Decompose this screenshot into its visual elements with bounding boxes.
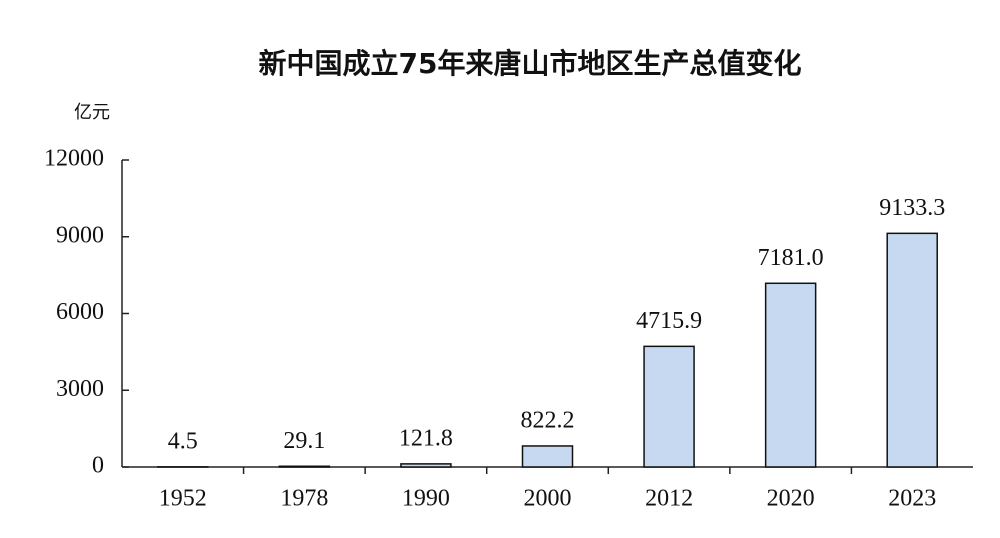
value-label: 4.5 (168, 428, 198, 454)
x-tick-label: 2012 (645, 486, 693, 512)
x-tick-label: 2023 (888, 486, 936, 512)
value-label: 121.8 (399, 425, 453, 451)
y-tick-label: 12000 (44, 146, 104, 172)
value-label: 9133.3 (879, 195, 945, 221)
value-label: 7181.0 (758, 245, 824, 271)
value-label: 4715.9 (636, 308, 702, 334)
value-label: 29.1 (283, 428, 325, 454)
bar (278, 465, 331, 468)
y-tick-label: 0 (92, 453, 104, 479)
bar (764, 282, 817, 468)
bar (643, 345, 695, 468)
value-label: 822.2 (521, 407, 575, 433)
x-tick-label: 1952 (159, 486, 207, 512)
x-tick-label: 2000 (524, 486, 572, 512)
y-tick-label: 9000 (56, 222, 104, 248)
x-tick-label: 2020 (767, 486, 815, 512)
y-axis-unit: 亿元 (74, 102, 110, 123)
bar (521, 445, 574, 468)
y-tick-label: 3000 (56, 376, 104, 402)
x-tick-label: 1990 (402, 486, 450, 512)
chart-title: 新中国成立75年来唐山市地区生产总值变化 (259, 47, 802, 80)
bar (400, 463, 452, 468)
y-tick-label: 6000 (56, 299, 104, 325)
x-tick-label: 1978 (280, 486, 328, 512)
bar (886, 232, 938, 468)
